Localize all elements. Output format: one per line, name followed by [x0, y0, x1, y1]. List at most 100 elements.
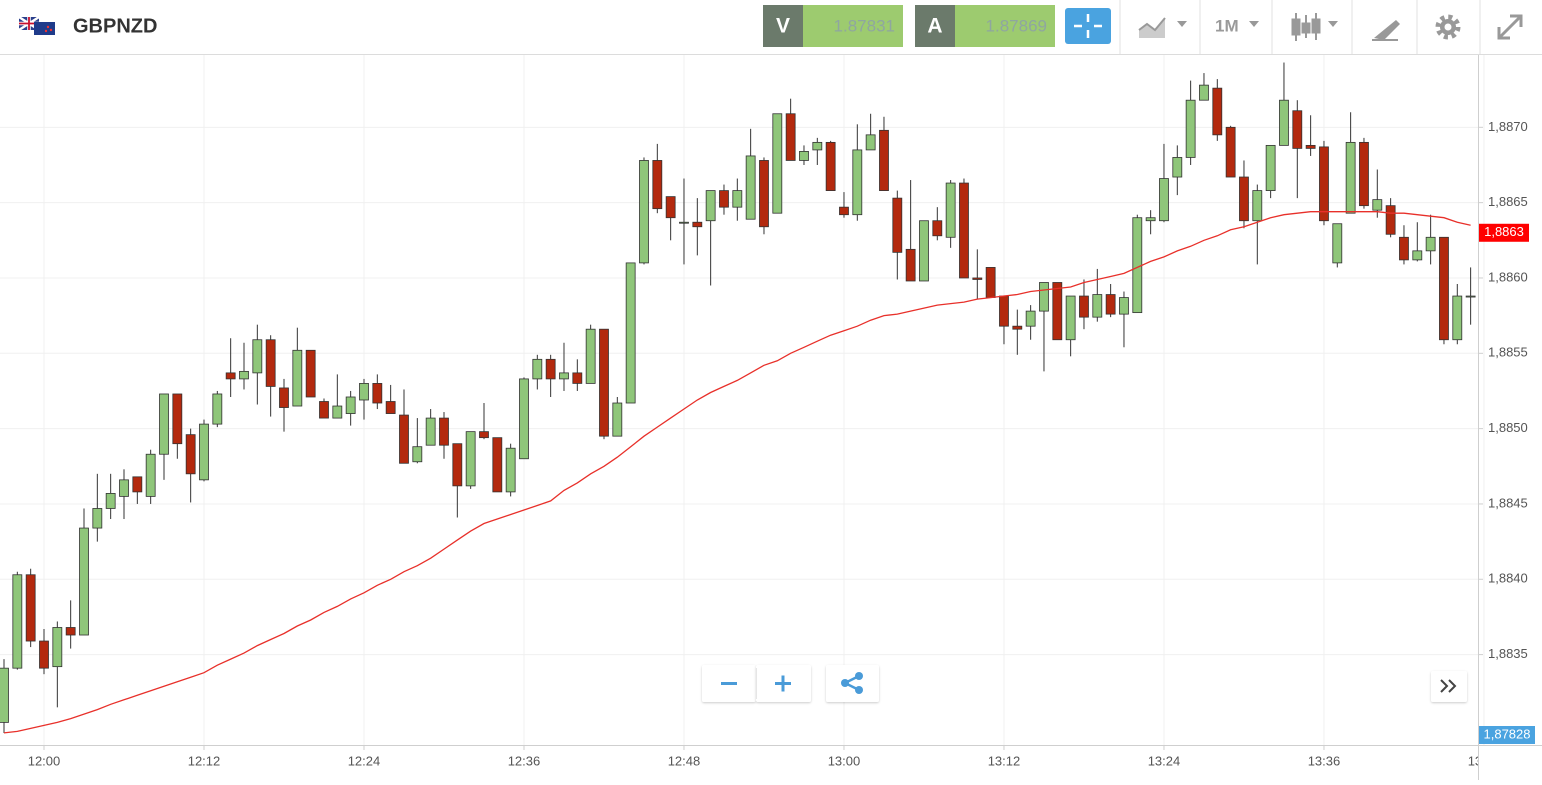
candle-body	[399, 414, 409, 464]
candle-body	[1239, 176, 1249, 222]
candle-body	[985, 267, 996, 298]
candle-body	[1092, 294, 1103, 318]
candle-body	[1012, 325, 1023, 330]
candle-body	[1425, 236, 1436, 252]
candle-body	[292, 349, 303, 407]
candle-body	[1025, 310, 1036, 327]
candle-body	[1305, 144, 1316, 149]
y-tick-label: 1,8840	[1488, 571, 1528, 586]
candle-body	[305, 349, 316, 398]
x-tick-label: 12:12	[188, 753, 221, 768]
zoom-out-button[interactable]	[702, 665, 756, 702]
candle-body	[1319, 146, 1329, 222]
share-button[interactable]	[826, 665, 879, 702]
x-tick-label: 13:36	[1308, 753, 1341, 768]
y-tick-label: 1,8860	[1488, 269, 1528, 284]
candle-body	[1065, 295, 1076, 341]
candle-body	[1159, 178, 1169, 222]
candle-body	[1079, 295, 1089, 318]
candle-body	[745, 155, 756, 220]
candle-body	[559, 372, 569, 380]
price-labels: 1,8863 1,87828	[1479, 223, 1535, 744]
candle-body	[1385, 205, 1396, 235]
moving-average-line	[3, 211, 1471, 734]
zoom-in-button[interactable]	[756, 665, 811, 702]
x-tick-label: 12:24	[348, 753, 381, 768]
candle-body	[452, 443, 463, 487]
sell-label: V	[776, 15, 790, 38]
candle-body	[345, 396, 356, 414]
candle-body	[359, 383, 369, 401]
candle-body	[1372, 199, 1383, 211]
candle-body	[1212, 87, 1223, 136]
last-price-label: 1,87828	[1484, 726, 1531, 741]
y-tick-label: 1,8835	[1488, 646, 1528, 661]
candle-body	[665, 196, 676, 219]
candle-body	[959, 182, 969, 279]
candle-body	[1252, 190, 1263, 222]
flag-icon	[18, 15, 55, 35]
candle-body	[732, 190, 743, 208]
candle-body	[239, 370, 249, 380]
candle-body	[932, 220, 943, 237]
candle-body	[225, 372, 236, 380]
x-tick-label: 12:36	[508, 753, 541, 768]
candle-body	[999, 295, 1009, 327]
zoom-controls	[702, 665, 879, 702]
candle-body	[1465, 295, 1476, 298]
candle-body	[692, 221, 703, 228]
candle-body	[772, 113, 783, 214]
candle-body	[332, 405, 343, 419]
toolbar: GBPNZD V 1.87831 A 1.87869 1M	[0, 0, 1542, 55]
x-tick-label: 13:00	[828, 753, 861, 768]
scroll-right-button[interactable]	[1431, 671, 1467, 702]
buy-button[interactable]: A 1.87869	[915, 5, 1055, 47]
candle-body	[39, 640, 49, 669]
toolbar-separators	[1119, 0, 1481, 54]
candle-body	[812, 141, 823, 151]
candle-body	[319, 401, 329, 419]
ma-value-label: 1,8863	[1484, 224, 1524, 239]
candle-body	[1105, 294, 1116, 315]
candle-body	[279, 387, 289, 408]
candle-body	[1052, 282, 1063, 341]
candle-body	[0, 667, 9, 723]
candle-body	[159, 393, 169, 455]
candle-body	[545, 358, 556, 380]
candle-body	[105, 493, 116, 509]
candle-body	[132, 476, 143, 493]
candle-body	[705, 190, 716, 222]
candle-body	[1265, 144, 1276, 191]
chart-type-button[interactable]	[1138, 17, 1187, 38]
candle-body	[839, 206, 849, 216]
candle-body	[1399, 236, 1409, 261]
settings-button[interactable]	[1435, 14, 1461, 40]
candle-body	[1145, 217, 1156, 222]
drawing-tools-button[interactable]	[1372, 20, 1400, 41]
candle-body	[412, 446, 423, 463]
candle-body	[119, 479, 129, 497]
candle-body	[212, 393, 223, 425]
candle-body	[799, 151, 809, 161]
candle-body	[612, 402, 623, 437]
x-tick-label: 13:48	[1468, 753, 1501, 768]
candle-body	[1279, 99, 1289, 146]
candle-body	[1332, 223, 1343, 264]
candle-body	[785, 113, 796, 161]
candle-body	[372, 383, 383, 404]
candle-body	[625, 262, 636, 404]
candle-style-button[interactable]	[1291, 13, 1338, 41]
x-axis-labels: 12:00 12:12 12:24 12:36 12:48 13:00 13:12 13:24…	[28, 745, 1501, 768]
candle-body	[919, 220, 929, 282]
candle-body	[1119, 297, 1129, 315]
sell-button[interactable]: V 1.87831	[763, 5, 903, 47]
candle-body	[865, 134, 876, 151]
fullscreen-button[interactable]	[1497, 14, 1523, 40]
crosshair-button[interactable]	[1065, 8, 1111, 44]
candle-body	[1172, 157, 1183, 178]
timeframe-button[interactable]: 1M	[1215, 16, 1259, 35]
buy-price: 1.87869	[986, 16, 1047, 35]
candle-body	[492, 437, 503, 493]
candle-body	[185, 434, 196, 475]
candle-body	[425, 417, 436, 446]
